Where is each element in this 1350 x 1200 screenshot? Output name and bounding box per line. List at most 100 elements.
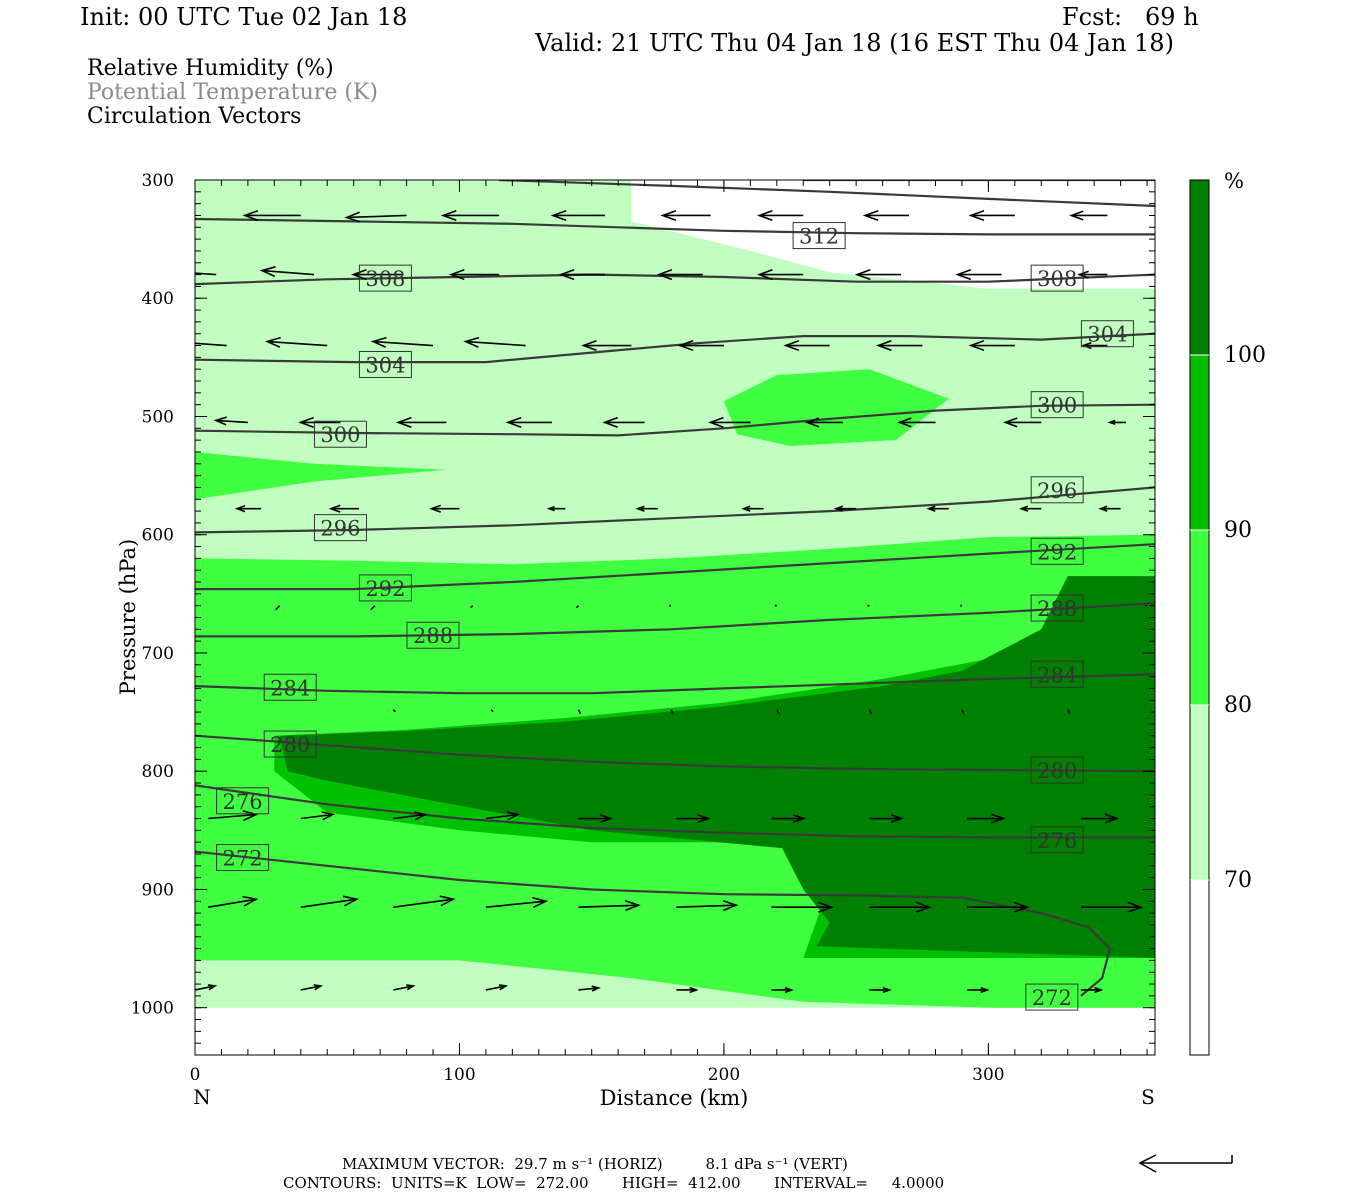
circulation-vector	[875, 339, 923, 352]
circulation-vector	[862, 209, 910, 222]
vector-head	[708, 416, 724, 428]
vector-head	[1002, 417, 1018, 428]
contour-label-text: 296	[1037, 479, 1077, 503]
vector-head	[350, 269, 367, 281]
circulation-vector	[440, 209, 500, 222]
contour-label-box	[358, 350, 412, 378]
contour-label-text: 272	[1032, 986, 1072, 1010]
circulation-vector	[741, 505, 764, 512]
vector-head	[890, 813, 904, 824]
vector-head	[882, 986, 892, 994]
x-end-label-north: N	[193, 1085, 211, 1109]
y-tick-label: 300	[142, 171, 174, 191]
contour-label-box	[406, 621, 460, 649]
circulation-vector	[264, 336, 328, 348]
y-tick-label: 500	[142, 407, 174, 427]
vector-head	[259, 266, 276, 278]
vector-head	[546, 506, 555, 512]
x-end-label-south: S	[1141, 1085, 1155, 1109]
contour-label-box	[358, 574, 412, 602]
vector-head	[1104, 813, 1120, 824]
circulation-vector	[485, 984, 509, 991]
circulation-vector	[208, 810, 259, 822]
circulation-vector	[676, 813, 711, 824]
contour-label-text: 288	[413, 624, 453, 648]
contour-label: 296	[1030, 476, 1084, 504]
contour-label-box	[1080, 320, 1134, 348]
circulation-vector	[1069, 210, 1108, 221]
circulation-vector	[275, 605, 281, 611]
circulation-vector	[490, 709, 494, 713]
vector-shaft	[470, 605, 474, 609]
vector-head	[1069, 210, 1084, 221]
circulation-vector	[546, 506, 566, 512]
contour-label-box	[1030, 756, 1084, 784]
circulation-vector	[300, 811, 336, 821]
circulation-vector	[328, 504, 359, 513]
circulation-vector	[448, 269, 500, 281]
circulation-vector	[869, 901, 932, 913]
circulation-vector	[897, 417, 936, 428]
vector-head	[591, 985, 601, 992]
circulation-vector	[578, 985, 601, 992]
vector-head	[1013, 901, 1030, 913]
circulation-vector	[968, 339, 1015, 352]
vector-shaft	[275, 605, 281, 611]
y-tick-label: 1000	[131, 999, 174, 1019]
y-tick-label: 400	[142, 289, 174, 309]
circulation-vector	[602, 416, 645, 428]
vector-shaft	[300, 985, 321, 991]
x-tick-label: 200	[708, 1065, 740, 1085]
theta-contour-296	[195, 486, 1155, 534]
vector-head	[915, 901, 932, 913]
circulation-vector	[485, 896, 549, 909]
vector-head	[414, 811, 428, 821]
vector-head	[395, 416, 412, 428]
contour-label: 288	[406, 621, 460, 649]
contour-label-layer: 312 308 308 304 304 300 300 296 296 292 292 288 288 2…	[216, 222, 1134, 1011]
reference-vector	[1138, 1154, 1233, 1173]
circulation-vector	[1080, 986, 1104, 994]
contour-label: 280	[1030, 756, 1084, 784]
contour-label-text: 280	[270, 733, 310, 757]
vector-shaft	[392, 709, 396, 713]
vector-head	[298, 416, 314, 428]
circulation-vector	[393, 984, 416, 991]
colorbar-segment	[1190, 880, 1209, 1055]
vector-head	[677, 339, 694, 352]
vector-head	[756, 269, 773, 281]
vector-head	[135, 211, 148, 221]
vector-head	[506, 811, 521, 821]
vector-head	[897, 417, 912, 428]
circulation-vector	[577, 709, 582, 715]
circulation-vector	[350, 269, 402, 281]
contour-label: 296	[313, 514, 367, 542]
vector-head	[697, 813, 711, 824]
vector-head	[242, 895, 259, 907]
contour-label: 300	[1030, 391, 1084, 419]
vector-head	[440, 209, 457, 222]
vector-shaft	[208, 813, 257, 820]
circulation-vector	[783, 339, 830, 352]
vector-shaft	[267, 340, 328, 347]
colorbar-tick-label: 100	[1224, 343, 1266, 368]
circulation-vector	[656, 269, 703, 281]
colorbar-segment	[1190, 180, 1209, 355]
colorbar-segment	[1190, 355, 1209, 530]
theta-contour-300	[195, 403, 1155, 437]
circulation-vector	[429, 504, 460, 513]
contour-label-box	[263, 673, 317, 701]
circulation-vector	[195, 272, 217, 276]
vector-shaft	[195, 985, 216, 991]
contour-label-text: 292	[365, 577, 405, 601]
theta-contour-layer	[195, 180, 1155, 997]
circulation-vector	[967, 813, 1006, 824]
contour-label-box	[1030, 537, 1084, 565]
rh-fill-80-3	[723, 369, 949, 446]
circulation-vector	[298, 416, 341, 428]
vector-shaft	[485, 813, 519, 820]
valid-time: Valid: 21 UTC Thu 04 Jan 18 (16 EST Thu …	[535, 29, 1174, 57]
circulation-vector	[771, 813, 806, 824]
theta-contour-284	[195, 673, 1155, 695]
circulation-vector	[1081, 341, 1108, 350]
